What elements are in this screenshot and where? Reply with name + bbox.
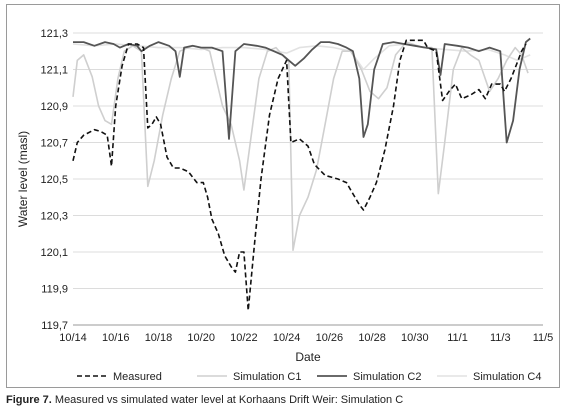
x-tick-label: 10/26 bbox=[316, 332, 344, 344]
legend: Measured Simulation C1 Simulation C2 Simula… bbox=[77, 371, 541, 383]
x-tick-label: 10/20 bbox=[187, 332, 215, 344]
legend-label: Simulation C2 bbox=[353, 371, 421, 383]
x-tick-label: 10/18 bbox=[145, 332, 173, 344]
legend-label: Simulation C4 bbox=[473, 371, 541, 383]
y-tick-labels: 121,3 121,1 120,9 120,7 120,5 120,3 120,1 119,9… bbox=[40, 28, 68, 332]
y-tick-label: 120,7 bbox=[40, 138, 68, 150]
x-tick-label: 10/14 bbox=[59, 332, 87, 344]
y-axis-title: Water level (masl) bbox=[16, 131, 30, 227]
series-lines bbox=[72, 37, 531, 312]
x-tick-label: 11/3 bbox=[490, 332, 511, 344]
x-tick-label: 10/28 bbox=[358, 332, 386, 344]
x-tick-label: 10/30 bbox=[401, 332, 429, 344]
y-tick-label: 120,5 bbox=[40, 174, 68, 186]
gridlines bbox=[73, 32, 543, 289]
legend-label: Simulation C1 bbox=[233, 371, 301, 383]
water-level-chart: 121,3 121,1 120,9 120,7 120,5 120,3 120,1 119,9… bbox=[16, 28, 553, 383]
y-tick-label: 120,1 bbox=[40, 247, 68, 259]
figure-caption-text: Measured vs simulated water level at Kor… bbox=[51, 394, 404, 406]
series-line-measured bbox=[72, 39, 527, 312]
y-tick-label: 120,3 bbox=[40, 211, 68, 223]
x-tick-label: 11/1 bbox=[447, 332, 468, 344]
y-tick-label: 121,3 bbox=[40, 28, 68, 40]
series-line-simulation-c1 bbox=[72, 41, 529, 251]
y-tick-label: 120,9 bbox=[40, 101, 68, 113]
series-line-simulation-c2 bbox=[73, 37, 531, 144]
x-tick-label: 11/5 bbox=[533, 332, 554, 344]
x-tick-labels: 10/14 10/16 10/18 10/20 10/22 10/24 10/26 10/28… bbox=[59, 332, 553, 344]
figure-caption: Figure 7. Measured vs simulated water le… bbox=[6, 394, 403, 406]
chart-frame: 121,3 121,1 120,9 120,7 120,5 120,3 120,1 119,9… bbox=[6, 4, 560, 388]
y-tick-label: 119,9 bbox=[41, 284, 68, 296]
y-tick-label: 121,1 bbox=[40, 65, 68, 77]
x-tick-label: 10/24 bbox=[273, 332, 301, 344]
x-tick-label: 10/22 bbox=[230, 332, 258, 344]
y-tick-label: 119,7 bbox=[41, 320, 68, 332]
series-line-simulation-c4 bbox=[72, 43, 531, 71]
x-tick-label: 10/16 bbox=[102, 332, 130, 344]
figure-caption-label: Figure 7. bbox=[6, 394, 52, 406]
legend-label: Measured bbox=[113, 371, 162, 383]
x-axis-title: Date bbox=[295, 350, 321, 364]
